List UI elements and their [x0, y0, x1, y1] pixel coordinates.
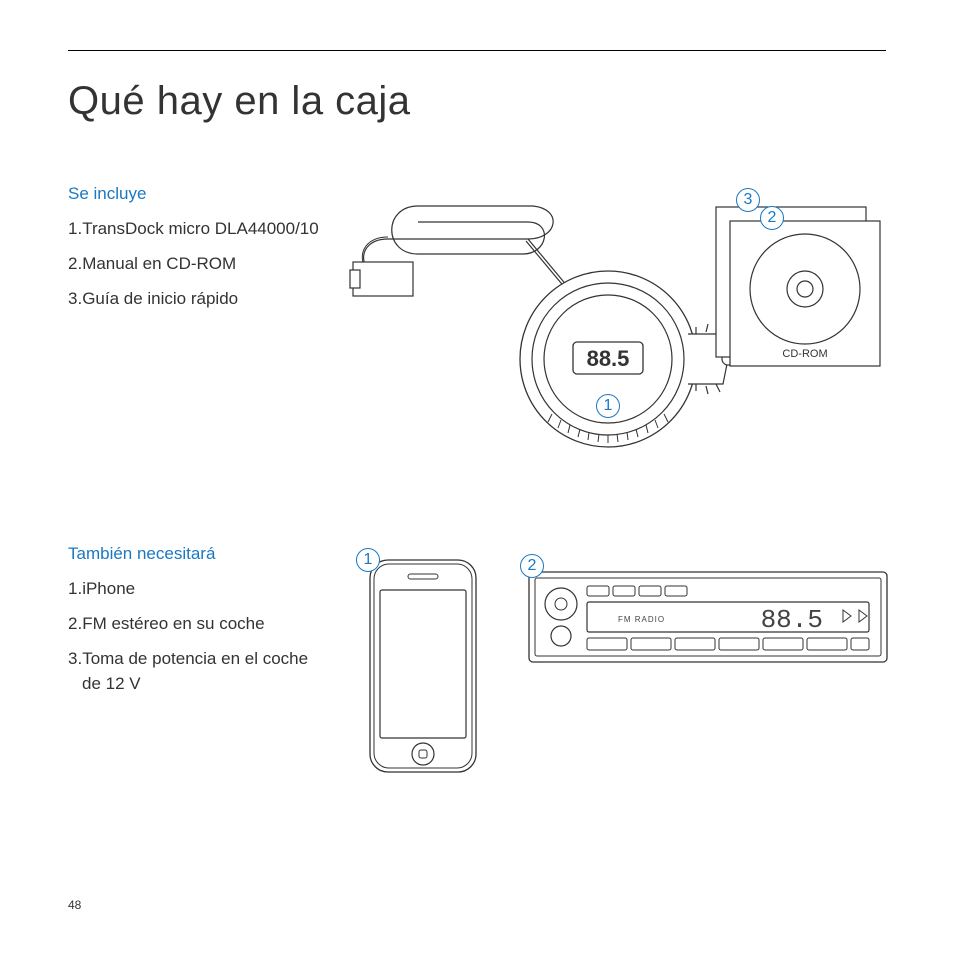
included-heading: Se incluye: [68, 184, 328, 204]
svg-text:CD-ROM: CD-ROM: [782, 348, 827, 360]
callout-included-3: 3: [736, 188, 760, 212]
needed-item-3b: de 12 V: [68, 673, 328, 696]
needed-item-1: 1.iPhone: [68, 578, 328, 601]
callout-needed-2: 2: [520, 554, 544, 578]
iphone-illustration: [358, 554, 488, 784]
device-display: 88.5: [587, 346, 630, 371]
included-item-1: 1.TransDock micro DLA44000/10: [68, 218, 328, 241]
needed-item-3: 3.Toma de potencia en el coche: [68, 648, 328, 671]
section-included: Se incluye 1.TransDock micro DLA44000/10…: [68, 184, 886, 464]
cdrom-illustration: CD-ROM: [708, 199, 888, 369]
needed-heading: También necesitará: [68, 544, 328, 564]
car-radio-illustration: FM RADIO 88.5: [523, 562, 893, 682]
needed-item-2: 2.FM estéreo en su coche: [68, 613, 328, 636]
callout-included-2: 2: [760, 206, 784, 230]
svg-text:88.5: 88.5: [761, 605, 823, 635]
page-number: 48: [68, 898, 81, 912]
included-item-2: 2.Manual en CD-ROM: [68, 253, 328, 276]
page-title: Qué hay en la caja: [68, 79, 886, 124]
svg-text:FM RADIO: FM RADIO: [618, 615, 665, 624]
included-item-3: 3.Guía de inicio rápido: [68, 288, 328, 311]
callout-needed-1: 1: [356, 548, 380, 572]
section-needed: También necesitará 1.iPhone 2.FM estéreo…: [68, 544, 886, 784]
callout-included-1: 1: [596, 394, 620, 418]
